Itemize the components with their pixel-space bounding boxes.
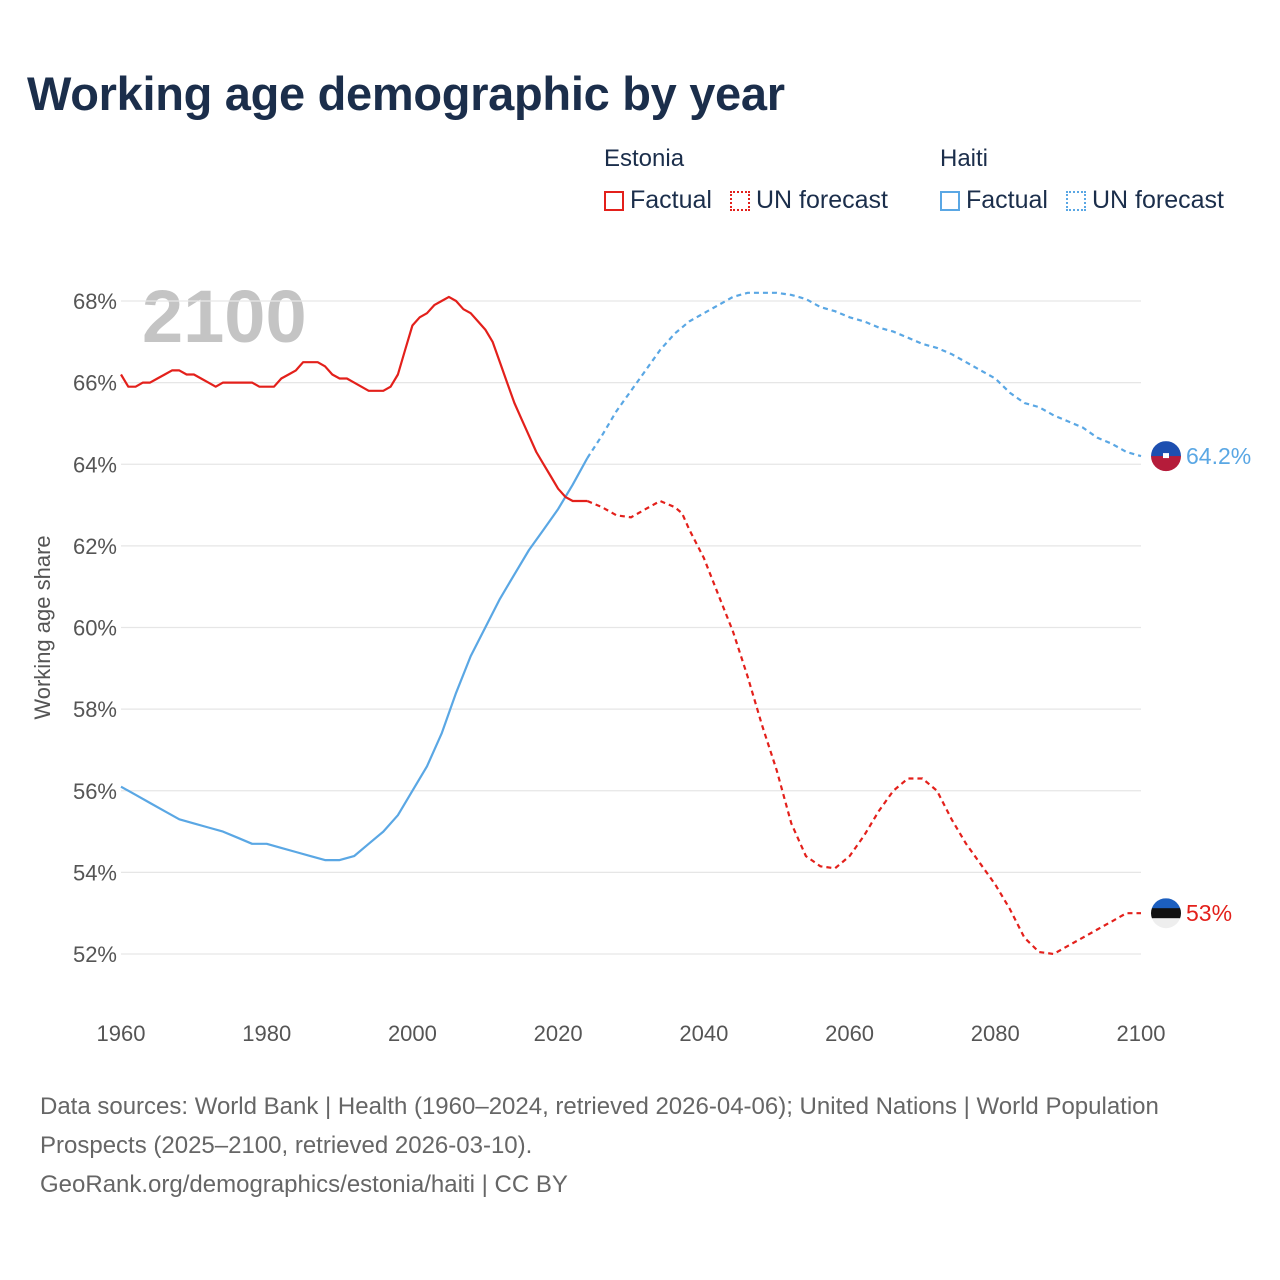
x-tick-label: 1960 <box>97 1021 146 1046</box>
estonia-flag-icon <box>1151 898 1181 929</box>
x-tick-label: 2000 <box>388 1021 437 1046</box>
chart-title: Working age demographic by year <box>27 67 785 120</box>
y-tick-label: 62% <box>73 534 117 559</box>
legend-swatch-solid <box>940 190 960 211</box>
credit-link[interactable]: GeoRank.org/demographics/estonia/haiti |… <box>40 1171 568 1198</box>
estonia-factual-line <box>120 295 588 503</box>
legend-estonia-factual[interactable]: Factual <box>604 186 712 215</box>
legend-label: Factual <box>630 186 712 214</box>
year-watermark: 2100 <box>142 275 307 358</box>
haiti-factual-line <box>120 457 589 862</box>
x-tick-label: 2060 <box>825 1021 874 1046</box>
y-axis-label: Working age share <box>30 535 55 719</box>
y-tick-label: 60% <box>73 616 117 641</box>
legend-group-name: Haiti <box>940 145 989 172</box>
legend-haiti-factual[interactable]: Factual <box>940 186 1048 215</box>
legend-label: UN forecast <box>1091 186 1224 214</box>
y-tick-label: 58% <box>73 697 117 722</box>
estonia-forecast-line <box>586 499 1141 956</box>
y-tick-label: 52% <box>73 942 117 967</box>
legend-swatch-dotted <box>1065 190 1086 211</box>
y-tick-label: 56% <box>73 779 117 804</box>
legend-swatch-solid <box>604 190 624 211</box>
legend-swatch-dotted <box>729 190 750 211</box>
haiti-end-label: 64.2% <box>1186 443 1251 469</box>
x-tick-label: 2080 <box>971 1021 1020 1046</box>
x-tick-label: 2040 <box>679 1021 728 1046</box>
data-sources: Data sources: World Bank | Health (1960–… <box>40 1093 1159 1159</box>
x-tick-label: 2100 <box>1117 1021 1166 1046</box>
legend-haiti-forecast[interactable]: UN forecast <box>1065 186 1224 215</box>
legend-group-name: Estonia <box>604 145 685 172</box>
y-tick-label: 64% <box>73 452 117 477</box>
y-tick-label: 66% <box>73 371 117 396</box>
legend-label: Factual <box>966 186 1048 214</box>
x-tick-label: 1980 <box>242 1021 291 1046</box>
legend-group-haiti: Haiti Factual UN forecast <box>940 144 1242 215</box>
haiti-flag-icon <box>1151 441 1181 472</box>
legend-label: UN forecast <box>755 186 888 214</box>
haiti-forecast-line <box>586 291 1142 459</box>
x-tick-label: 2020 <box>534 1021 583 1046</box>
y-tick-label: 68% <box>73 289 117 314</box>
estonia-end-label: 53% <box>1186 900 1232 926</box>
legend-group-estonia: Estonia Factual UN forecast <box>604 144 906 215</box>
y-tick-label: 54% <box>73 860 117 885</box>
legend-estonia-forecast[interactable]: UN forecast <box>729 186 888 215</box>
footer: Data sources: World Bank | Health (1960–… <box>40 1087 1200 1204</box>
